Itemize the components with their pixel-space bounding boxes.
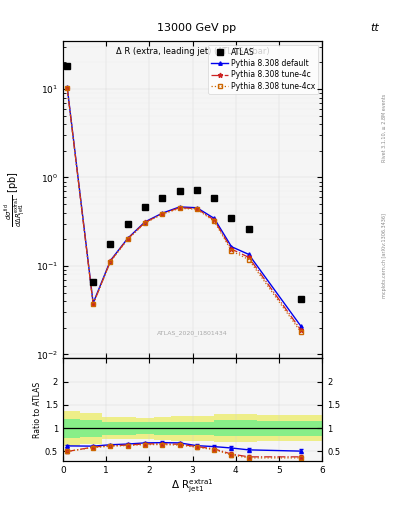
Pythia 8.308 tune-4cx	[195, 206, 199, 212]
Text: Rivet 3.1.10, ≥ 2.8M events: Rivet 3.1.10, ≥ 2.8M events	[382, 94, 387, 162]
Pythia 8.308 tune-4c	[125, 236, 130, 242]
Pythia 8.308 tune-4c	[91, 301, 95, 307]
Pythia 8.308 tune-4cx	[125, 236, 130, 242]
ATLAS	[91, 280, 95, 286]
ATLAS	[246, 226, 251, 232]
Pythia 8.308 tune-4cx	[160, 211, 165, 217]
Pythia 8.308 default	[65, 84, 70, 90]
X-axis label: $\Delta$ R$_{\rm jet1}^{\rm extra1}$: $\Delta$ R$_{\rm jet1}^{\rm extra1}$	[171, 477, 214, 495]
Text: tt: tt	[371, 23, 379, 33]
Pythia 8.308 tune-4c	[143, 220, 147, 226]
Pythia 8.308 default	[229, 244, 234, 250]
ATLAS	[108, 241, 113, 247]
Pythia 8.308 tune-4c	[65, 85, 70, 91]
ATLAS	[229, 215, 234, 221]
Pythia 8.308 default	[298, 323, 303, 329]
Text: mcplots.cern.ch [arXiv:1306.3436]: mcplots.cern.ch [arXiv:1306.3436]	[382, 214, 387, 298]
ATLAS	[212, 196, 217, 202]
Pythia 8.308 tune-4c	[195, 205, 199, 211]
Pythia 8.308 tune-4cx	[229, 248, 234, 254]
Line: Pythia 8.308 tune-4cx: Pythia 8.308 tune-4cx	[66, 87, 302, 333]
ATLAS	[65, 63, 70, 70]
Line: ATLAS: ATLAS	[64, 63, 303, 302]
Pythia 8.308 default	[108, 258, 113, 264]
Pythia 8.308 tune-4c	[298, 327, 303, 333]
Pythia 8.308 tune-4cx	[298, 329, 303, 335]
Pythia 8.308 default	[160, 210, 165, 216]
Line: Pythia 8.308 tune-4c: Pythia 8.308 tune-4c	[65, 86, 303, 332]
Pythia 8.308 default	[195, 205, 199, 211]
Pythia 8.308 tune-4c	[177, 205, 182, 211]
Pythia 8.308 tune-4c	[246, 254, 251, 261]
Line: Pythia 8.308 default: Pythia 8.308 default	[66, 86, 302, 328]
Text: Δ R (extra, leading jet) (ATLAS ttbar): Δ R (extra, leading jet) (ATLAS ttbar)	[116, 47, 269, 56]
ATLAS	[177, 188, 182, 194]
Pythia 8.308 default	[91, 300, 95, 306]
Pythia 8.308 tune-4c	[229, 246, 234, 252]
Pythia 8.308 tune-4cx	[91, 301, 95, 307]
Pythia 8.308 tune-4cx	[143, 220, 147, 226]
Pythia 8.308 default	[177, 204, 182, 210]
ATLAS	[143, 204, 147, 210]
Pythia 8.308 tune-4cx	[108, 259, 113, 265]
Text: ATLAS_2020_I1801434: ATLAS_2020_I1801434	[157, 330, 228, 336]
Pythia 8.308 default	[246, 251, 251, 258]
ATLAS	[298, 296, 303, 302]
ATLAS	[125, 221, 130, 227]
Y-axis label: Ratio to ATLAS: Ratio to ATLAS	[33, 381, 42, 438]
Pythia 8.308 tune-4cx	[212, 218, 217, 224]
Text: 13000 GeV pp: 13000 GeV pp	[157, 23, 236, 33]
Pythia 8.308 tune-4c	[160, 210, 165, 217]
Pythia 8.308 default	[212, 215, 217, 221]
Legend: ATLAS, Pythia 8.308 default, Pythia 8.308 tune-4c, Pythia 8.308 tune-4cx: ATLAS, Pythia 8.308 default, Pythia 8.30…	[208, 45, 318, 94]
Pythia 8.308 tune-4c	[108, 258, 113, 264]
Pythia 8.308 tune-4cx	[177, 205, 182, 211]
ATLAS	[160, 196, 165, 202]
Pythia 8.308 default	[143, 219, 147, 225]
Pythia 8.308 tune-4c	[212, 217, 217, 223]
ATLAS	[195, 186, 199, 193]
Pythia 8.308 tune-4cx	[246, 257, 251, 263]
Text: $\frac{d\sigma^{\rm fid}}{d\Delta R_{\rm jet1}^{\rm extra1}}$ [pb]: $\frac{d\sigma^{\rm fid}}{d\Delta R_{\rm…	[4, 172, 28, 227]
Pythia 8.308 default	[125, 236, 130, 242]
Pythia 8.308 tune-4cx	[65, 85, 70, 91]
